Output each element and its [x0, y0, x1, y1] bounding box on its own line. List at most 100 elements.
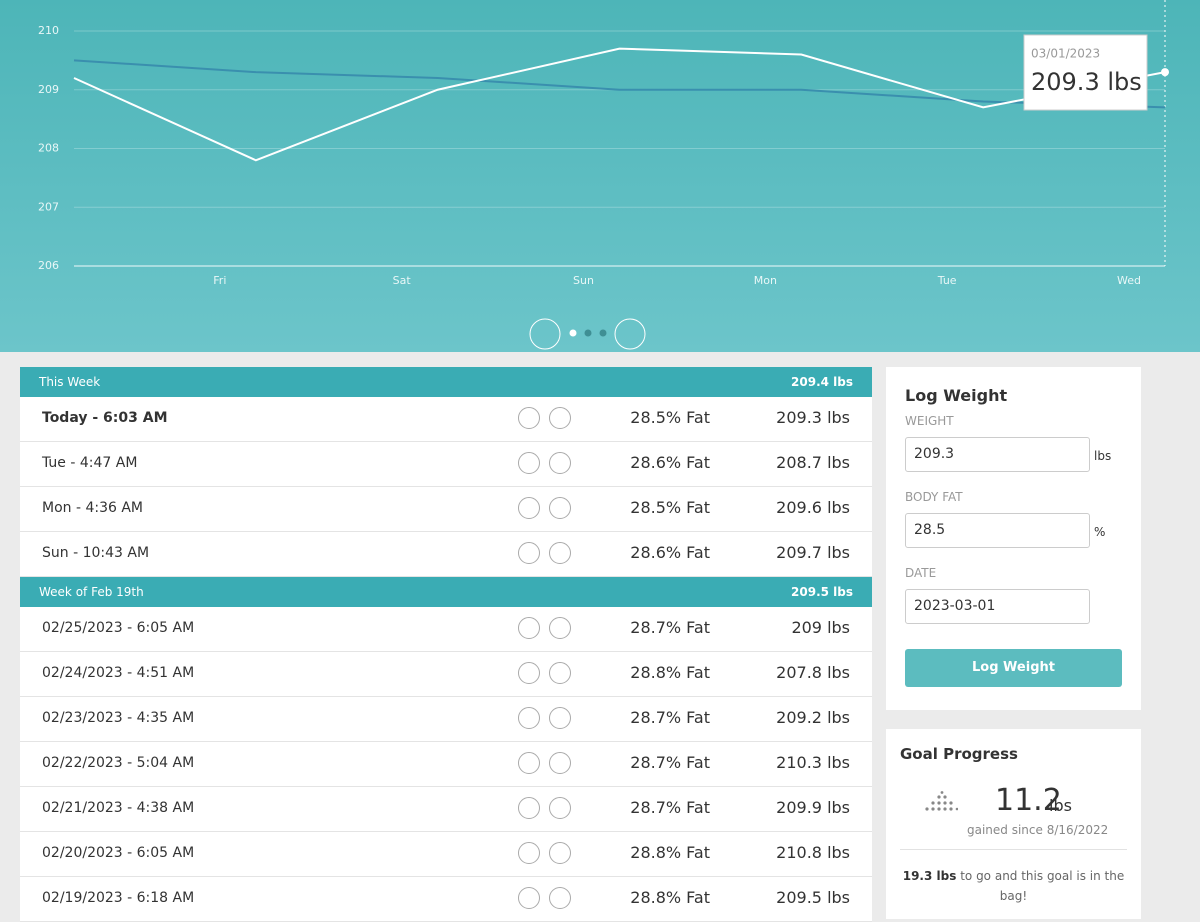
week-title: This Week — [39, 375, 101, 389]
edit-button[interactable] — [549, 752, 571, 774]
x-tick-label: Mon — [754, 274, 777, 287]
page-dot[interactable] — [584, 329, 592, 337]
entry-weight: 207.8 lbs — [776, 663, 850, 682]
edit-button[interactable] — [549, 452, 571, 474]
series-line — [73, 59, 1166, 109]
entry-row: 02/21/2023 - 4:38 AM 28.7% Fat 209.9 lbs — [20, 787, 872, 832]
tooltip-value: 209.3 lbs — [1031, 68, 1142, 96]
divider — [900, 849, 1127, 850]
y-tick-label: 209 — [38, 83, 59, 96]
delete-button[interactable] — [518, 617, 540, 639]
entry-fat: 28.8% Fat — [630, 663, 710, 682]
entry-row: 02/19/2023 - 6:18 AM 28.8% Fat 209.5 lbs — [20, 877, 872, 922]
page-dot[interactable] — [599, 329, 607, 337]
delete-button[interactable] — [518, 452, 540, 474]
x-tick-label: Fri — [213, 274, 226, 287]
entry-fat: 28.7% Fat — [630, 618, 710, 637]
entry-weight: 209.7 lbs — [776, 543, 850, 562]
entry-row: 02/23/2023 - 4:35 AM 28.7% Fat 209.2 lbs — [20, 697, 872, 742]
tooltip-box — [1023, 34, 1148, 111]
edit-button[interactable] — [549, 797, 571, 819]
delete-button[interactable] — [518, 497, 540, 519]
goal-icon — [925, 791, 958, 811]
entry-row: Sun - 10:43 AM 28.6% Fat 209.7 lbs — [20, 532, 872, 577]
entry-weight: 209.3 lbs — [776, 408, 850, 427]
entry-fat: 28.5% Fat — [630, 498, 710, 517]
entry-fat: 28.5% Fat — [630, 408, 710, 427]
edit-button[interactable] — [549, 497, 571, 519]
x-tick-label: Sat — [393, 274, 412, 287]
date-input[interactable]: 2023-03-01 — [905, 589, 1090, 624]
week-average: 209.4 lbs — [791, 375, 853, 389]
edit-button[interactable] — [549, 407, 571, 429]
unit: % — [1094, 525, 1106, 539]
entry-row: Mon - 4:36 AM 28.5% Fat 209.6 lbs — [20, 487, 872, 532]
edit-button[interactable] — [549, 842, 571, 864]
edit-button[interactable] — [549, 542, 571, 564]
entry-fat: 28.8% Fat — [630, 843, 710, 862]
entry-weight: 209.2 lbs — [776, 708, 850, 727]
page-dot[interactable] — [569, 329, 577, 337]
series-line — [73, 47, 1166, 162]
entry-fat: 28.7% Fat — [630, 708, 710, 727]
entry-time: 02/20/2023 - 6:05 AM — [42, 845, 195, 861]
goal-remaining-text: to go and this goal is in the bag! — [960, 869, 1125, 903]
prev-button[interactable] — [529, 318, 561, 350]
delete-button[interactable] — [518, 542, 540, 564]
unit: lbs — [1094, 449, 1112, 463]
entry-row: 02/20/2023 - 6:05 AM 28.8% Fat 210.8 lbs — [20, 832, 872, 877]
entry-weight: 209.9 lbs — [776, 798, 850, 817]
entry-time: 02/23/2023 - 4:35 AM — [42, 710, 195, 726]
delete-button[interactable] — [518, 662, 540, 684]
field-label: BODY FAT — [905, 490, 963, 504]
entry-row: 02/25/2023 - 6:05 AM 28.7% Fat 209 lbs — [20, 607, 872, 652]
x-tick-label: Sun — [573, 274, 594, 287]
delete-button[interactable] — [518, 707, 540, 729]
delete-button[interactable] — [518, 887, 540, 909]
tooltip-date: 03/01/2023 — [1031, 47, 1100, 61]
delete-button[interactable] — [518, 752, 540, 774]
entry-time: 02/19/2023 - 6:18 AM — [42, 890, 195, 906]
field-label: WEIGHT — [905, 414, 954, 428]
entry-fat: 28.8% Fat — [630, 888, 710, 907]
entry-time: Mon - 4:36 AM — [42, 500, 144, 516]
x-tick-label: Tue — [937, 274, 957, 287]
entry-time: 02/21/2023 - 4:38 AM — [42, 800, 195, 816]
edit-button[interactable] — [549, 707, 571, 729]
entry-weight: 210.3 lbs — [776, 753, 850, 772]
goal-remaining: 19.3 lbs to go and this goal is in the b… — [900, 866, 1127, 906]
weight-input[interactable]: 209.3 — [905, 437, 1090, 472]
edit-button[interactable] — [549, 662, 571, 684]
y-tick-label: 206 — [38, 259, 59, 272]
fat-input[interactable]: 28.5 — [905, 513, 1090, 548]
tooltip: 03/01/2023 209.3 lbs — [1023, 34, 1148, 111]
y-tick-label: 208 — [38, 142, 59, 155]
entry-weight: 210.8 lbs — [776, 843, 850, 862]
selected-point[interactable] — [1161, 68, 1169, 77]
entry-row: 02/22/2023 - 5:04 AM 28.7% Fat 210.3 lbs — [20, 742, 872, 787]
goal-panel: Goal Progress 11.2 lbs gained since 8/16… — [886, 729, 1141, 919]
delete-button[interactable] — [518, 407, 540, 429]
x-tick-label: Wed — [1117, 274, 1141, 287]
log-weight-button[interactable]: Log Weight — [905, 649, 1122, 687]
panel-title: Goal Progress — [900, 745, 1018, 763]
delete-button[interactable] — [518, 842, 540, 864]
entry-row: Tue - 4:47 AM 28.6% Fat 208.7 lbs — [20, 442, 872, 487]
goal-since: gained since 8/16/2022 — [967, 823, 1109, 837]
entry-fat: 28.7% Fat — [630, 753, 710, 772]
entry-weight: 208.7 lbs — [776, 453, 850, 472]
field-label: DATE — [905, 566, 937, 580]
goal-amount: 11.2 — [995, 783, 1062, 818]
entry-time: Tue - 4:47 AM — [42, 455, 138, 471]
entry-time: 02/22/2023 - 5:04 AM — [42, 755, 195, 771]
entries-list: This Week 209.4 lbs Today - 6:03 AM 28.5% F… — [20, 367, 872, 922]
edit-button[interactable] — [549, 617, 571, 639]
edit-button[interactable] — [549, 887, 571, 909]
week-average: 209.5 lbs — [791, 585, 853, 599]
log-weight-panel: Log Weight WEIGHT 209.3 lbs BODY FAT 28.… — [886, 367, 1141, 710]
next-button[interactable] — [614, 318, 646, 350]
entry-row: Today - 6:03 AM 28.5% Fat 209.3 lbs — [20, 397, 872, 442]
delete-button[interactable] — [518, 797, 540, 819]
